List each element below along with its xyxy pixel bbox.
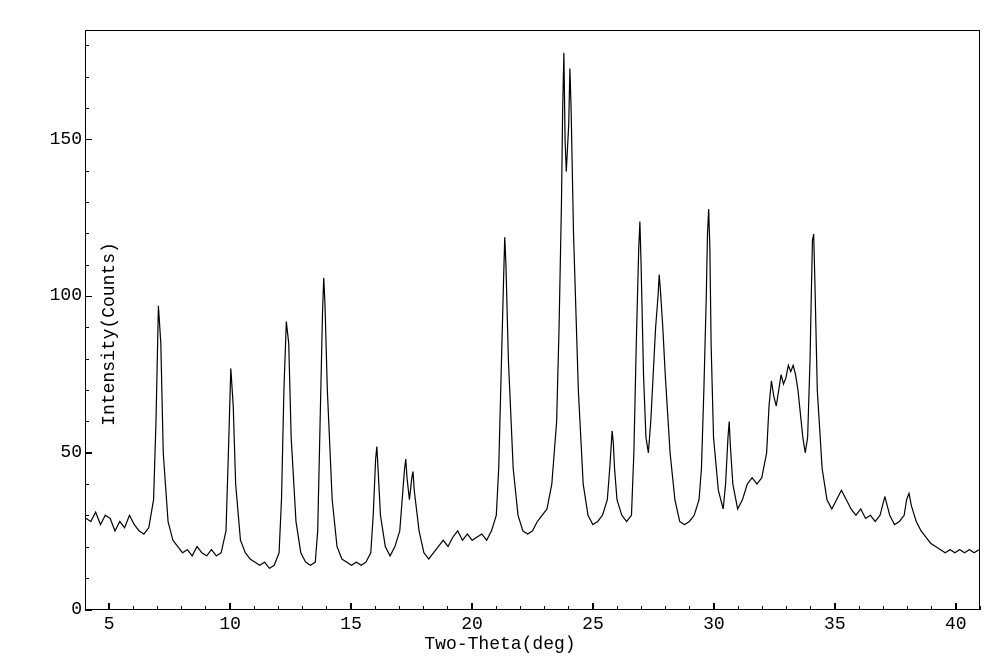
x-tick-label: 25 bbox=[582, 615, 604, 635]
x-tick-label: 35 bbox=[824, 615, 846, 635]
y-tick-label: 150 bbox=[50, 130, 82, 150]
x-tick-label: 30 bbox=[703, 615, 725, 635]
y-tick-label: 0 bbox=[71, 600, 82, 620]
xrd-chart: Intensity(Counts) Two-Theta(deg) 0 50 100 1… bbox=[10, 10, 990, 657]
x-tick-label: 20 bbox=[461, 615, 483, 635]
data-line bbox=[86, 31, 979, 609]
y-tick-label: 50 bbox=[60, 443, 82, 463]
plot-area bbox=[85, 30, 980, 610]
x-tick-label: 15 bbox=[340, 615, 362, 635]
x-axis-label: Two-Theta(deg) bbox=[424, 635, 575, 655]
y-tick-label: 100 bbox=[50, 286, 82, 306]
x-tick-label: 40 bbox=[945, 615, 967, 635]
y-axis-label: Intensity(Counts) bbox=[100, 242, 120, 426]
x-tick-label: 5 bbox=[104, 615, 115, 635]
x-tick-label: 10 bbox=[219, 615, 241, 635]
